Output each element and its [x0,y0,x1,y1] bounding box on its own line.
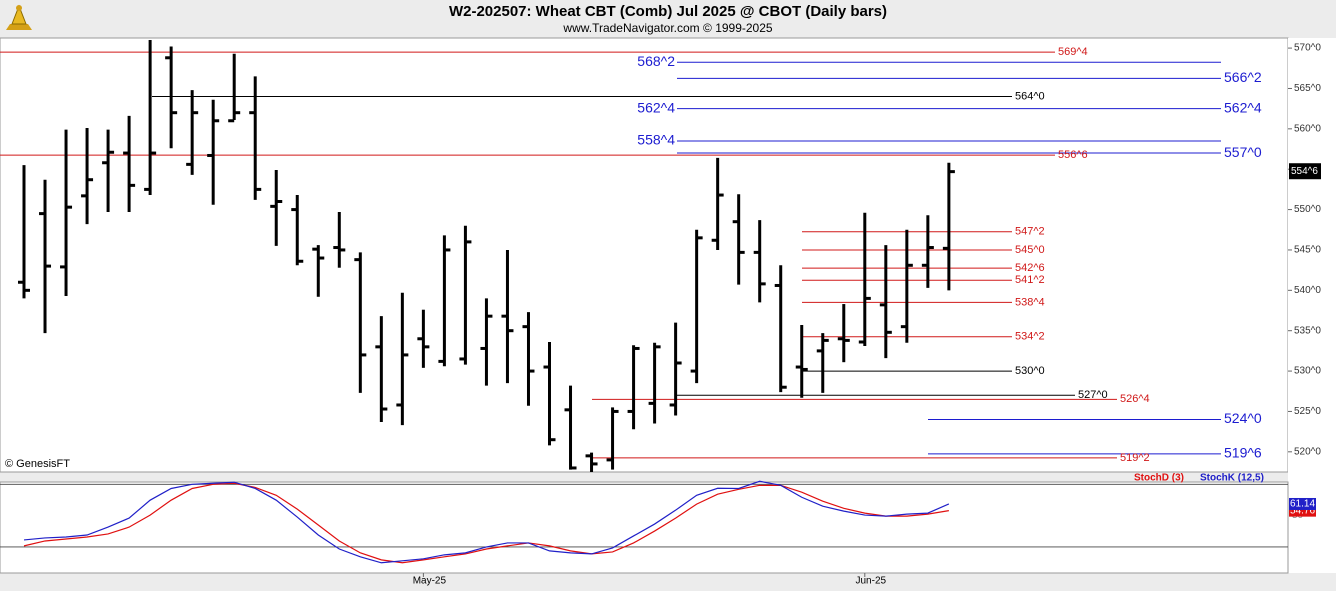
y-tick-label: 550^0 [1294,204,1321,215]
level-label: 519^2 [1120,452,1150,464]
level-label: 556^6 [1058,149,1088,161]
y-tick-label: 570^0 [1294,43,1321,54]
level-label: 530^0 [1015,365,1045,377]
last-price-box [1289,163,1321,180]
y-tick-label: 560^0 [1294,123,1321,134]
y-tick-label: 525^0 [1294,406,1321,417]
level-label: 541^2 [1015,274,1045,286]
logo [6,4,32,30]
last-price-label: 554^6 [1291,166,1318,177]
chart-subtitle: www.TradeNavigator.com © 1999-2025 [562,21,772,35]
level-label: 568^2 [637,53,675,69]
x-tick-label: Jun-25 [856,576,887,587]
y-tick-label: 520^0 [1294,446,1321,457]
stoch-line [23,480,950,564]
level-label: 566^2 [1224,69,1262,85]
level-label: 534^2 [1015,331,1045,343]
stoch-line [23,482,949,564]
stoch-panel [0,481,1289,574]
y-tick-label: 535^0 [1294,325,1321,336]
y-tick-label: 540^0 [1294,285,1321,296]
last-value-box [1289,497,1316,510]
level-label: 524^0 [1224,410,1262,426]
chart-title: W2-202507: Wheat CBT (Comb) Jul 2025 @ C… [449,3,887,20]
legend-label: StochD (3) [1134,473,1184,484]
level-label: 557^0 [1224,144,1262,160]
level-label: 538^4 [1015,296,1045,308]
level-label: 562^4 [637,99,675,115]
y-tick-label: 565^0 [1294,83,1321,94]
level-label: 527^0 [1078,389,1108,401]
axis-panel [1288,38,1336,573]
level-label: 558^4 [637,132,675,148]
last-value-label: 54.76 [1290,505,1315,516]
y-tick-label: 530^0 [1294,366,1321,377]
level-label: 564^0 [1015,90,1045,102]
level-label: 547^2 [1015,226,1045,238]
y-tick-label: 545^0 [1294,245,1321,256]
last-value-box [1289,504,1316,517]
legend-label: StochK (12,5) [1200,473,1264,484]
level-label: 545^0 [1015,244,1045,256]
level-label: 542^6 [1015,262,1045,274]
x-tick-label: May-25 [413,576,447,587]
last-value-label: 61.14 [1290,499,1315,510]
level-label: 562^4 [1224,99,1262,115]
level-label: 519^6 [1224,445,1262,461]
level-label: 526^4 [1120,393,1150,405]
credit: © GenesisFT [5,458,70,470]
level-label: 569^4 [1058,46,1088,58]
